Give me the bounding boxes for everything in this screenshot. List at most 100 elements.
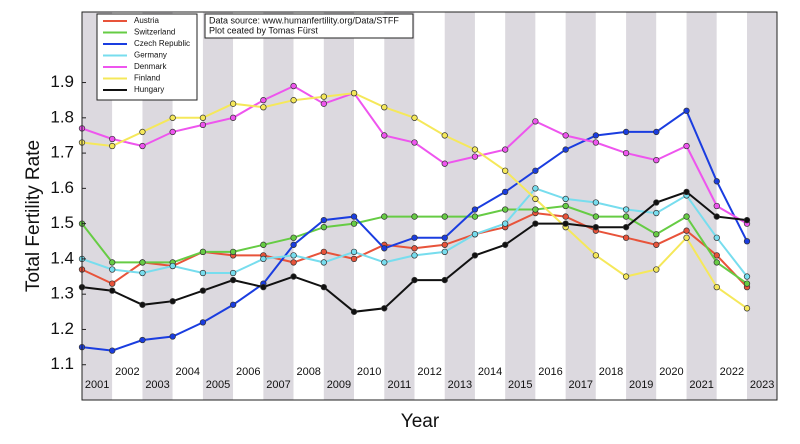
point bbox=[532, 118, 539, 125]
x-tick-label: 2015 bbox=[508, 379, 532, 391]
point bbox=[109, 142, 116, 150]
annotation: Data source: www.humanfertility.org/Data… bbox=[209, 15, 399, 25]
x-axis-label: Year bbox=[401, 411, 440, 432]
point bbox=[562, 213, 569, 220]
x-tick-label: 2005 bbox=[206, 379, 230, 391]
legend-label: Hungary bbox=[134, 85, 164, 94]
x-tick-label: 2019 bbox=[629, 379, 653, 391]
point bbox=[441, 160, 448, 167]
point bbox=[592, 213, 600, 220]
point bbox=[562, 202, 569, 210]
point bbox=[260, 255, 267, 263]
y-tick-label: 1.2 bbox=[50, 319, 74, 338]
point bbox=[441, 276, 448, 284]
point bbox=[683, 188, 690, 196]
x-tick-label: 2016 bbox=[538, 366, 562, 378]
point bbox=[139, 301, 146, 308]
year-band bbox=[686, 12, 717, 400]
point bbox=[109, 287, 116, 294]
x-tick-label: 2023 bbox=[750, 379, 774, 391]
point bbox=[411, 114, 418, 121]
legend: Austria Switzerland Czech Republic Germany D… bbox=[103, 16, 190, 94]
point bbox=[411, 213, 418, 220]
x-tick-label: 2006 bbox=[236, 366, 260, 378]
point bbox=[290, 241, 297, 248]
point bbox=[502, 241, 509, 248]
point bbox=[502, 206, 509, 213]
point bbox=[350, 248, 358, 256]
legend-label: Austria bbox=[134, 16, 159, 25]
point bbox=[381, 305, 388, 312]
point bbox=[713, 213, 720, 220]
point bbox=[502, 220, 509, 227]
point bbox=[169, 298, 176, 305]
point bbox=[471, 231, 479, 238]
x-tick-label: 2008 bbox=[296, 366, 320, 378]
year-band bbox=[202, 12, 234, 400]
point bbox=[471, 153, 479, 160]
point bbox=[320, 224, 327, 231]
point bbox=[622, 213, 630, 220]
point bbox=[381, 104, 388, 111]
point bbox=[653, 128, 660, 136]
y-tick-label: 1.1 bbox=[50, 354, 74, 373]
y-tick-label: 1.7 bbox=[50, 143, 74, 162]
point bbox=[381, 213, 388, 220]
year-band bbox=[565, 12, 596, 400]
point bbox=[441, 248, 448, 256]
x-tick-label: 2020 bbox=[659, 366, 683, 378]
point bbox=[411, 234, 418, 241]
legend-label: Finland bbox=[134, 74, 160, 83]
point bbox=[350, 213, 358, 220]
point bbox=[683, 227, 690, 234]
point bbox=[320, 248, 327, 256]
point bbox=[109, 280, 116, 287]
point bbox=[683, 142, 690, 150]
year-band bbox=[293, 12, 324, 400]
point bbox=[169, 333, 176, 340]
x-tick-label: 2021 bbox=[689, 379, 713, 391]
point bbox=[290, 252, 297, 259]
point bbox=[653, 199, 660, 206]
point bbox=[229, 276, 237, 284]
y-tick-label: 1.9 bbox=[50, 72, 74, 91]
point bbox=[743, 273, 751, 280]
point bbox=[592, 252, 600, 259]
point bbox=[441, 213, 448, 220]
point bbox=[350, 308, 358, 315]
point bbox=[502, 146, 509, 153]
point bbox=[381, 132, 388, 139]
point bbox=[229, 301, 237, 308]
point bbox=[713, 202, 720, 210]
point bbox=[562, 220, 569, 227]
point bbox=[562, 132, 569, 139]
point bbox=[199, 287, 207, 294]
legend-label: Denmark bbox=[134, 62, 167, 71]
y-tick-label: 1.3 bbox=[50, 284, 74, 303]
year-band bbox=[716, 12, 747, 400]
point bbox=[622, 149, 630, 157]
point bbox=[622, 128, 630, 136]
x-tick-label: 2004 bbox=[176, 366, 200, 378]
point bbox=[441, 132, 448, 139]
point bbox=[441, 241, 448, 248]
point bbox=[653, 209, 660, 217]
year-band bbox=[656, 12, 687, 400]
point bbox=[713, 252, 720, 259]
x-tick-label: 2012 bbox=[417, 366, 441, 378]
point bbox=[199, 121, 207, 129]
legend-label: Germany bbox=[134, 51, 167, 60]
x-tick-label: 2017 bbox=[569, 379, 593, 391]
point bbox=[592, 224, 600, 231]
point bbox=[320, 100, 327, 107]
x-tick-label: 2022 bbox=[720, 366, 744, 378]
x-tick-label: 2011 bbox=[388, 379, 412, 391]
point bbox=[229, 114, 237, 121]
annotation-box bbox=[204, 13, 414, 39]
point bbox=[290, 82, 297, 90]
point bbox=[290, 97, 297, 104]
point bbox=[502, 188, 509, 196]
point bbox=[532, 195, 539, 203]
point bbox=[139, 142, 146, 150]
point bbox=[713, 178, 720, 185]
